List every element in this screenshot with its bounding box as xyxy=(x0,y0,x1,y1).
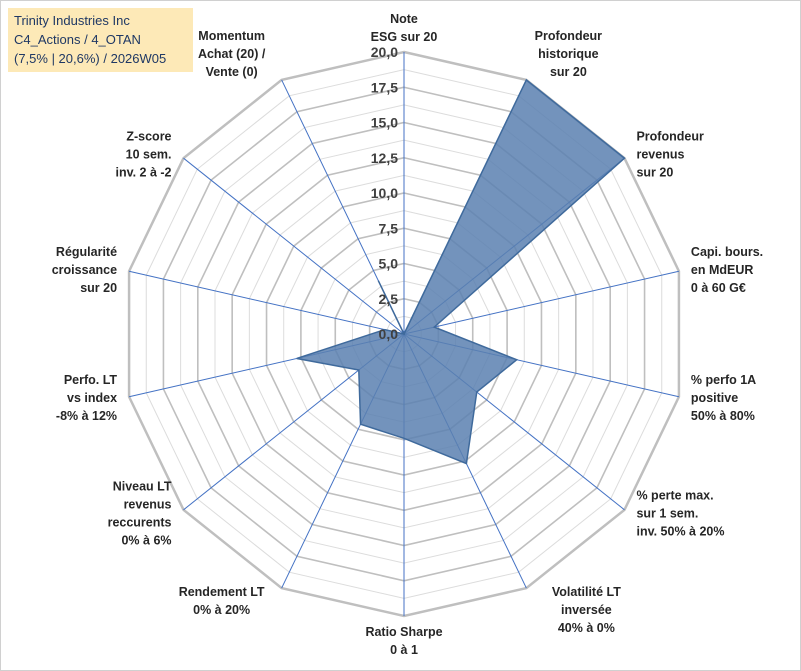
axis-spoke xyxy=(403,270,680,335)
series-area xyxy=(296,78,626,465)
title-line-1: Trinity Industries Inc xyxy=(14,13,130,28)
title-line-3: (7,5% | 20,6%) / 2026W05 xyxy=(14,51,167,66)
axis-label: % perte max. sur 1 sem. inv. 50% à 20% xyxy=(636,489,724,539)
chart-title-box: Trinity Industries Inc C4_Actions / 4_OT… xyxy=(8,8,193,72)
axis-label: Ratio Sharpe 0 à 1 xyxy=(365,625,442,657)
axis-label: Profondeur revenus sur 20 xyxy=(636,129,703,179)
tick-label: 12,5 xyxy=(371,150,398,166)
axis-label: Capi. bours. en MdEUR 0 à 60 G€ xyxy=(691,245,763,295)
tick-label: 7,5 xyxy=(379,220,399,236)
axis-label: Note ESG sur 20 xyxy=(371,12,438,44)
axis-label: Profondeur historique sur 20 xyxy=(535,29,602,79)
axis-label: Niveau LT revenus reccurents 0% à 6% xyxy=(108,480,172,548)
axis-label: % perfo 1A positive 50% à 80% xyxy=(691,373,756,423)
tick-label: 10,0 xyxy=(371,185,398,201)
axis-label: Perfo. LT vs index -8% à 12% xyxy=(56,373,118,423)
axis-label: Z-score 10 sem. inv. 2 à -2 xyxy=(115,129,171,179)
axis-label: Volatilité LT inversée 40% à 0% xyxy=(552,585,621,635)
tick-label: 17,5 xyxy=(371,79,398,95)
axis-spoke xyxy=(183,157,405,335)
axis-label: Régularité croissance sur 20 xyxy=(52,245,117,295)
tick-label: 20,0 xyxy=(371,44,398,60)
tick-label: 2,5 xyxy=(379,291,399,307)
axis-label: Rendement LT 0% à 20% xyxy=(179,585,265,617)
tick-label: 15,0 xyxy=(371,115,398,131)
axis-spoke xyxy=(128,270,405,335)
title-line-2: C4_Actions / 4_OTAN xyxy=(14,32,141,47)
axis-label: Momentum Achat (20) / Vente (0) xyxy=(198,29,266,79)
tick-label: 0,0 xyxy=(379,326,399,342)
tick-label: 5,0 xyxy=(379,256,399,272)
